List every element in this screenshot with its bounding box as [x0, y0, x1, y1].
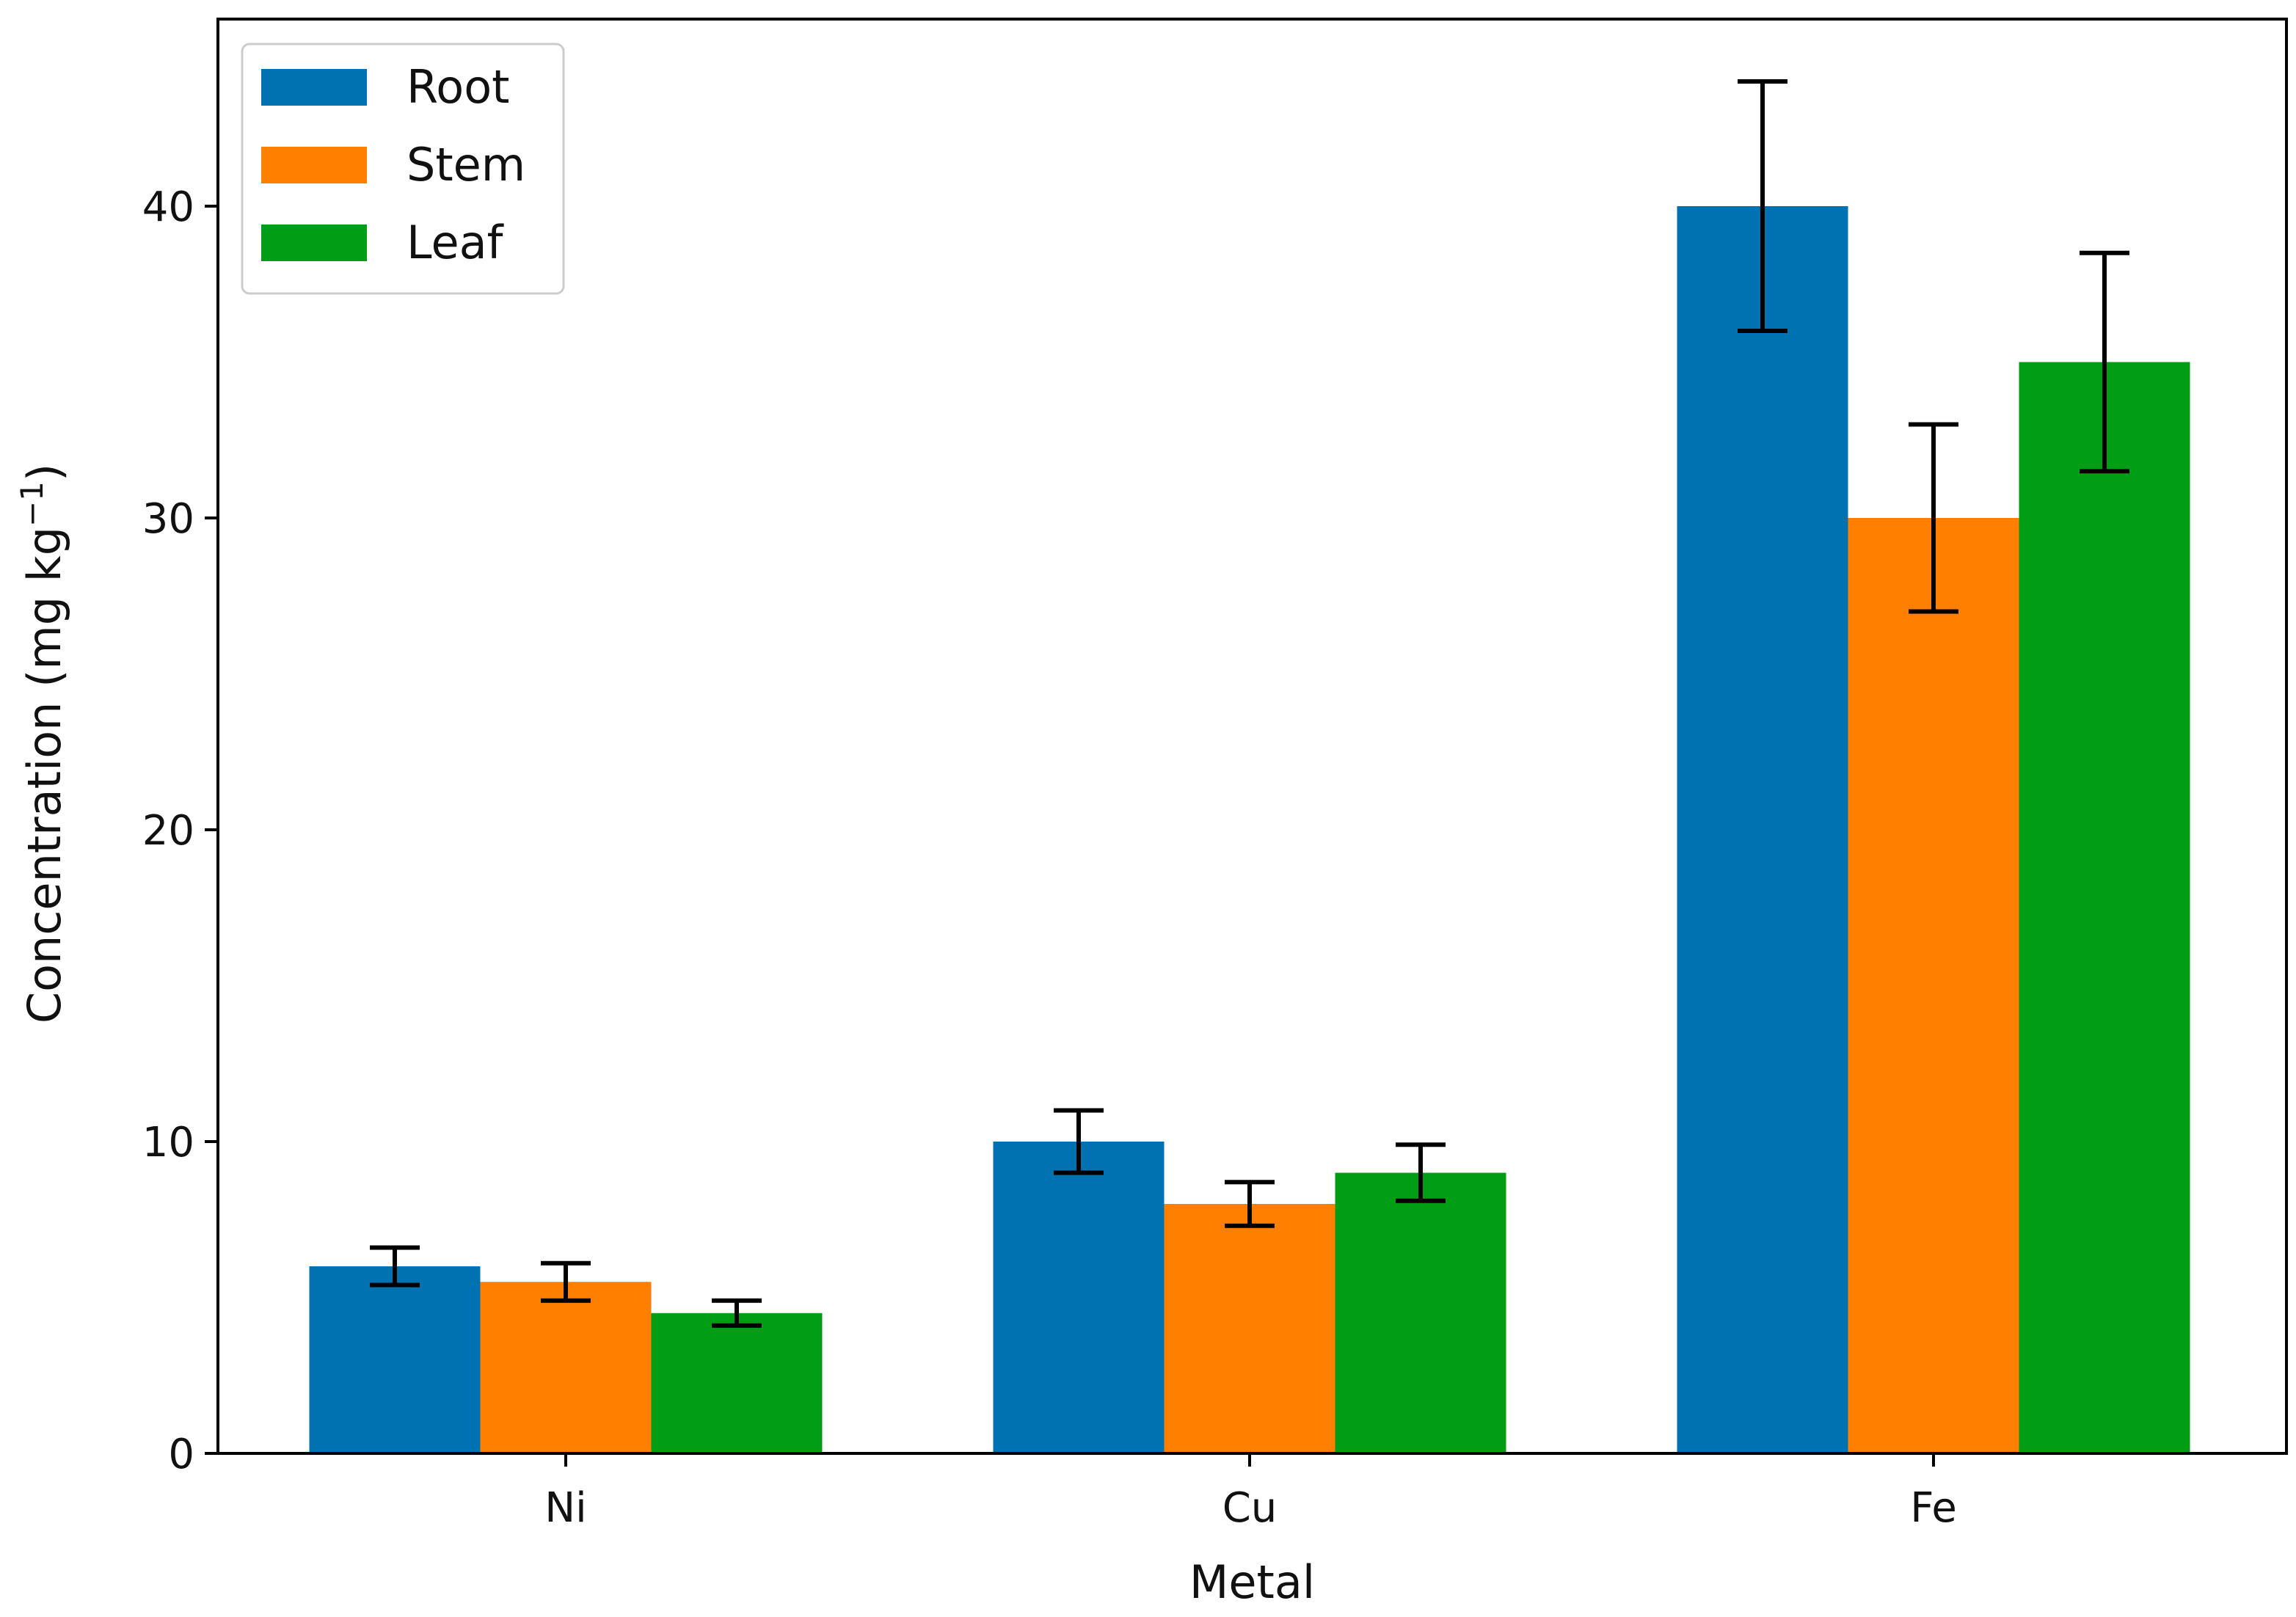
bar-leaf-cu [1335, 1172, 1506, 1453]
error-bar-leaf-fe [2080, 250, 2129, 474]
error-bar-stem-ni [541, 1260, 591, 1303]
bar-leaf-fe [2019, 362, 2190, 1453]
error-bars-layer [370, 79, 2129, 1328]
error-bar-root-cu [1054, 1108, 1104, 1175]
x-tick-label-ni: Ni [544, 1484, 586, 1532]
x-ticks-layer: Ni Cu Fe [544, 1453, 1957, 1532]
y-tick-label: 20 [142, 807, 194, 855]
bars-layer [309, 206, 2190, 1453]
y-axis-label-close: ) [18, 464, 71, 481]
legend-item-stem: Stem [261, 138, 525, 191]
legend-label-root: Root [407, 60, 509, 114]
bar-stem-cu [1164, 1204, 1335, 1453]
error-bar-stem-cu [1225, 1180, 1275, 1228]
y-axis-label-superscript: −1 [14, 481, 50, 527]
x-axis-label: Metal [1189, 1555, 1315, 1609]
legend: Root Stem Leaf [241, 43, 565, 295]
y-tick-label: 0 [168, 1431, 194, 1478]
y-axis-label-main: Concentration (mg kg [18, 527, 71, 1023]
error-bar-leaf-cu [1396, 1142, 1446, 1203]
legend-label-leaf: Leaf [407, 216, 505, 269]
error-bar-root-fe [1738, 79, 1787, 333]
bar-root-ni [309, 1266, 481, 1453]
bar-stem-ni [480, 1282, 652, 1453]
y-ticks-layer: 0 10 20 30 40 [142, 183, 218, 1478]
y-tick-label: 10 [142, 1119, 194, 1167]
legend-label-stem: Stem [407, 138, 525, 191]
legend-swatch-leaf [261, 225, 367, 261]
legend-item-leaf: Leaf [261, 216, 505, 269]
error-bar-stem-fe [1909, 422, 1958, 614]
bar-leaf-ni [651, 1313, 823, 1453]
plot-frame [216, 18, 2288, 1455]
error-bar-leaf-ni [712, 1298, 762, 1328]
y-tick-label: 40 [142, 183, 194, 231]
legend-swatch-root [261, 69, 367, 106]
legend-item-root: Root [261, 60, 509, 114]
y-axis-label: Concentration (mg kg−1) [14, 464, 71, 1023]
y-tick-label: 30 [142, 495, 194, 543]
legend-swatch-stem [261, 147, 367, 183]
axes-layer [216, 18, 2288, 1455]
bar-stem-fe [1848, 518, 2019, 1453]
error-bar-root-ni [370, 1245, 420, 1288]
bar-root-cu [993, 1142, 1165, 1453]
x-tick-label-fe: Fe [1910, 1484, 1957, 1532]
x-tick-label-cu: Cu [1222, 1484, 1278, 1532]
bar-root-fe [1677, 206, 1848, 1453]
